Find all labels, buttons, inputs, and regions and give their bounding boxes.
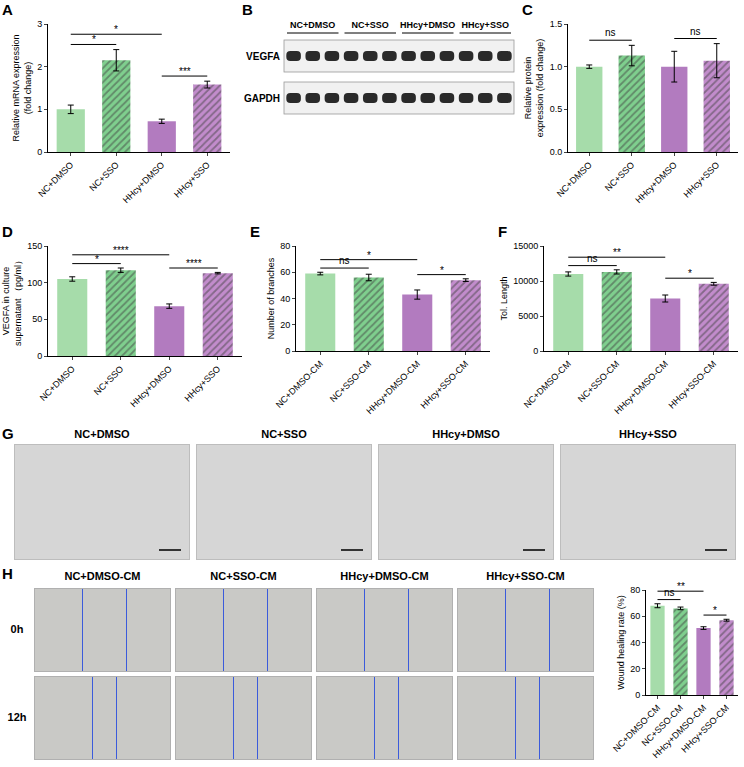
svg-text:HHcy+SSO: HHcy+SSO [462, 20, 509, 30]
svg-text:3: 3 [37, 19, 42, 29]
svg-text:HHcy+DMSO-CM: HHcy+DMSO-CM [364, 359, 421, 416]
svg-text:20: 20 [630, 664, 640, 674]
html-text:NC+DMSO: NC+DMSO [74, 428, 130, 440]
html-text:NC+SSO: NC+SSO [261, 428, 307, 440]
svg-text:40: 40 [630, 638, 640, 648]
svg-text:ns: ns [664, 587, 675, 598]
svg-text:0.5: 0.5 [550, 104, 563, 114]
svg-text:0: 0 [533, 346, 538, 356]
svg-text:1.5: 1.5 [550, 19, 563, 29]
html-text:NC+DMSO-CM: NC+DMSO-CM [64, 570, 141, 582]
svg-text:HHcy+DMSO-CM: HHcy+DMSO-CM [651, 703, 708, 760]
svg-text:Wound healing rate (%): Wound healing rate (%) [616, 595, 626, 689]
svg-text:50: 50 [32, 314, 42, 324]
svg-text:NC+SSO-CM: NC+SSO-CM [576, 359, 621, 404]
html-text:HHcy+DMSO-CM: HHcy+DMSO-CM [340, 570, 429, 582]
svg-text:****: **** [186, 258, 202, 269]
svg-text:HHcy+SSO: HHcy+SSO [183, 364, 223, 404]
svg-text:*: * [92, 34, 96, 45]
svg-text:HHcy+DMSO: HHcy+DMSO [400, 20, 455, 30]
svg-text:2: 2 [37, 62, 42, 72]
svg-text:NC+SSO-CM: NC+SSO-CM [640, 703, 685, 748]
svg-text:ns: ns [690, 26, 701, 37]
html-text:C: C [522, 1, 533, 18]
svg-text:NC+SSO: NC+SSO [352, 20, 389, 30]
svg-text:NC+DMSO: NC+DMSO [555, 160, 594, 199]
svg-text:0: 0 [635, 690, 640, 700]
html-text:A: A [2, 1, 13, 18]
svg-text:NC+DMSO-CM: NC+DMSO-CM [274, 359, 325, 410]
svg-text:NC+DMSO-CM: NC+DMSO-CM [611, 703, 662, 754]
html-text:NC+SSO-CM: NC+SSO-CM [210, 570, 277, 582]
html-text:F: F [498, 223, 508, 240]
svg-text:HHcy+DMSO: HHcy+DMSO [121, 160, 166, 205]
svg-text:10000: 10000 [513, 276, 538, 286]
svg-text:NC+DMSO: NC+DMSO [36, 160, 75, 199]
svg-text:Number of branches: Number of branches [266, 257, 276, 339]
svg-text:HHcy+DMSO-CM: HHcy+DMSO-CM [612, 359, 669, 416]
svg-text:****: **** [113, 245, 129, 256]
svg-text:20: 20 [280, 320, 290, 330]
html-text:HHcy+DMSO: HHcy+DMSO [432, 428, 500, 440]
svg-text:0: 0 [285, 346, 290, 356]
svg-text:HHcy+SSO-CM: HHcy+SSO-CM [419, 359, 471, 411]
svg-text:ns: ns [587, 253, 598, 264]
svg-text:HHcy+SSO-CM: HHcy+SSO-CM [667, 359, 719, 411]
html-text:E: E [250, 223, 260, 240]
svg-text:*: * [688, 268, 692, 279]
svg-text:5000: 5000 [518, 311, 538, 321]
svg-text:150: 150 [27, 241, 42, 251]
html-text:12h: 12h [7, 711, 27, 723]
svg-text:80: 80 [630, 585, 640, 595]
svg-text:NC+SSO-CM: NC+SSO-CM [328, 359, 373, 404]
html-text:D: D [2, 223, 13, 240]
svg-text:Tol. Length: Tol. Length [499, 276, 509, 320]
html-text:HHcy+SSO-CM: HHcy+SSO-CM [486, 570, 565, 582]
svg-text:60: 60 [630, 611, 640, 621]
svg-text:HHcy+SSO: HHcy+SSO [172, 160, 212, 200]
svg-text:*: * [114, 24, 118, 35]
svg-text:***: *** [179, 66, 191, 77]
svg-text:HHcy+DMSO: HHcy+DMSO [128, 364, 173, 409]
svg-text:0: 0 [37, 147, 42, 157]
svg-text:0.0: 0.0 [550, 147, 563, 157]
html-text:HHcy+SSO: HHcy+SSO [619, 428, 677, 440]
svg-text:ns: ns [339, 255, 350, 266]
svg-text:*: * [95, 254, 99, 265]
svg-text:HHcy+SSO: HHcy+SSO [682, 160, 722, 200]
html-text:B: B [242, 1, 253, 18]
svg-text:*: * [713, 605, 717, 616]
svg-text:ns: ns [605, 27, 616, 38]
svg-text:40: 40 [280, 294, 290, 304]
svg-text:Relative mRNA expression(fold: Relative mRNA expression(fold change) [11, 34, 33, 141]
svg-text:1.0: 1.0 [550, 62, 563, 72]
html-text:G: G [2, 425, 14, 442]
svg-text:1: 1 [37, 104, 42, 114]
html-text:0h: 0h [10, 623, 24, 635]
svg-text:VEGFA in culturesupernatant （p: VEGFA in culturesupernatant （pg/ml） [1, 256, 23, 346]
svg-text:GAPDH: GAPDH [244, 93, 280, 104]
svg-text:Relative proteinexpression (fo: Relative proteinexpression (fold change) [523, 39, 545, 138]
svg-text:60: 60 [280, 267, 290, 277]
svg-text:NC+DMSO: NC+DMSO [290, 20, 335, 30]
svg-text:NC+DMSO-CM: NC+DMSO-CM [522, 359, 573, 410]
svg-text:NC+SSO: NC+SSO [603, 160, 636, 193]
svg-text:80: 80 [280, 241, 290, 251]
svg-text:HHcy+SSO-CM: HHcy+SSO-CM [679, 703, 731, 755]
svg-text:15000: 15000 [513, 241, 538, 251]
svg-text:NC+SSO: NC+SSO [92, 364, 125, 397]
svg-text:**: ** [613, 247, 621, 258]
html-text:H: H [2, 565, 13, 582]
svg-text:VEGFA: VEGFA [246, 51, 280, 62]
svg-text:NC+DMSO: NC+DMSO [38, 364, 77, 403]
svg-text:*: * [440, 265, 444, 276]
svg-text:HHcy+DMSO: HHcy+DMSO [633, 160, 678, 205]
svg-text:100: 100 [27, 278, 42, 288]
svg-text:**: ** [677, 581, 685, 592]
svg-text:0: 0 [37, 351, 42, 361]
svg-text:*: * [367, 250, 371, 261]
svg-text:NC+SSO: NC+SSO [87, 160, 120, 193]
